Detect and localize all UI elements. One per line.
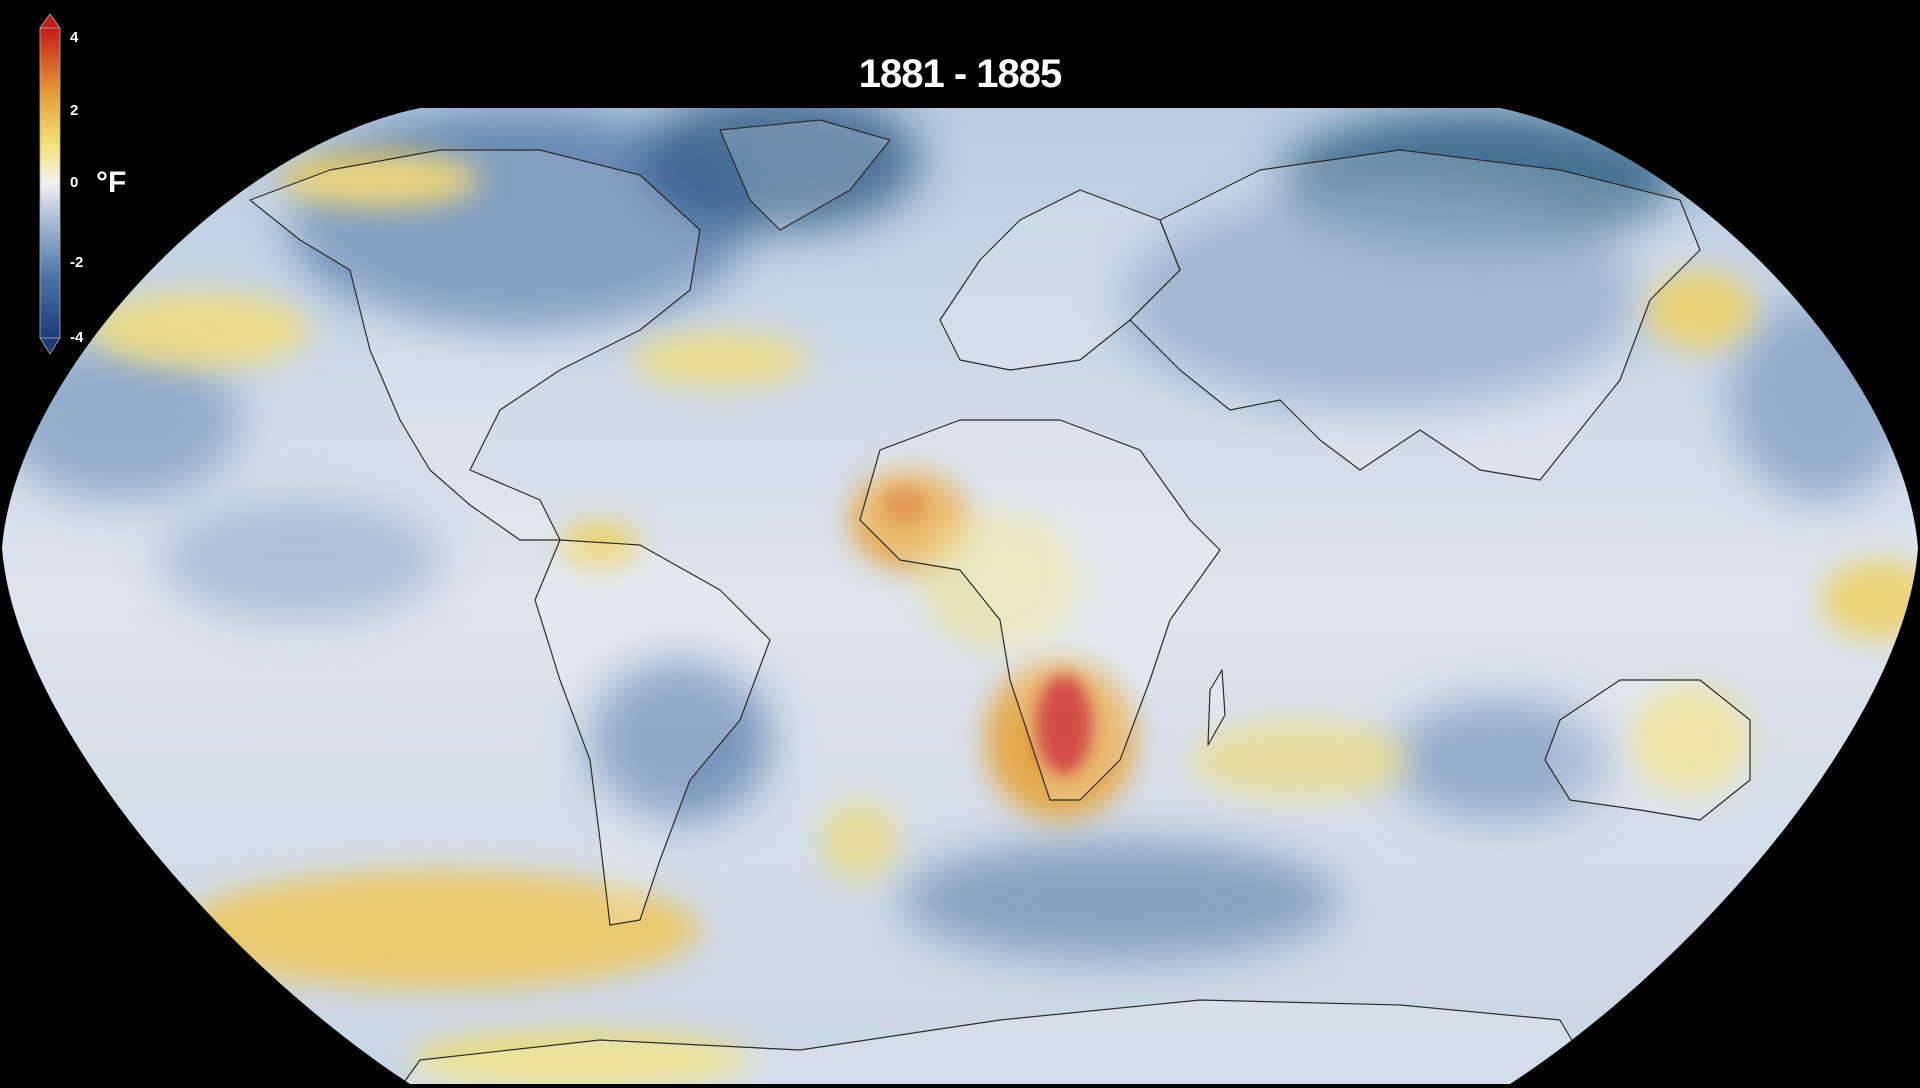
- color-legend: 4 2 0 -2 -4 °F: [30, 10, 180, 360]
- cool-patch-pacific-east: [1730, 300, 1910, 500]
- unit-text: °F: [96, 166, 127, 199]
- legend-unit-label: °F: [96, 166, 126, 200]
- continent-outlines: [249, 119, 1836, 1084]
- warm-anomaly-layer: [90, 152, 1918, 1084]
- greenland-outline: [719, 119, 891, 231]
- hot-patch-southern-africa: [1036, 675, 1092, 775]
- legend-tick-2: 2: [70, 102, 79, 119]
- cool-patch-southern-ocean: [900, 840, 1340, 960]
- warm-patch-venezuela: [560, 521, 640, 569]
- legend-gradient-bar: [39, 27, 61, 339]
- north-america-outline: [249, 149, 701, 541]
- warm-patch-alaska: [280, 152, 480, 208]
- warm-patch-antarctic-coast: [410, 1030, 750, 1084]
- australia-outline: [1544, 679, 1751, 821]
- legend-min-arrow: [39, 337, 61, 355]
- warm-patch-atlantic: [630, 332, 810, 388]
- africa-outline: [859, 419, 1221, 801]
- legend-tick-4: 4: [70, 29, 79, 46]
- madagascar-outline: [1207, 669, 1226, 746]
- legend-colorbar: [39, 13, 61, 355]
- legend-tick-neg2: -2: [70, 254, 84, 271]
- cool-patch-greenland: [640, 108, 920, 230]
- warm-patch-indian-ocean: [1190, 720, 1410, 800]
- cool-patch-south-pacific: [160, 500, 440, 620]
- cool-patch-asia: [1120, 190, 1640, 410]
- antarctica-outline: [399, 999, 1601, 1084]
- cool-patch-australia-west: [1390, 700, 1610, 820]
- legend-max-arrow: [39, 13, 61, 29]
- warm-patch-australia: [1630, 685, 1750, 795]
- cool-patch-south-america: [590, 660, 770, 820]
- warm-patch-southern-pacific: [180, 870, 700, 990]
- warm-patch-central-africa: [920, 510, 1080, 650]
- legend-tick-neg4: -4: [70, 329, 84, 346]
- asia-outline: [1129, 149, 1701, 481]
- hot-anomaly-layer: [883, 487, 1092, 775]
- new-zealand-outline: [1789, 819, 1836, 881]
- period-title: 1881 - 1885: [858, 52, 1063, 96]
- warm-patch-japan: [1645, 270, 1755, 350]
- hot-patch-west-africa: [883, 487, 927, 523]
- warm-patch-north-pacific: [90, 292, 310, 368]
- legend-tick-0: 0: [70, 174, 79, 191]
- south-america-outline: [534, 539, 771, 926]
- warm-patch-south-atlantic: [820, 800, 900, 880]
- globe-group: [2, 108, 1918, 1084]
